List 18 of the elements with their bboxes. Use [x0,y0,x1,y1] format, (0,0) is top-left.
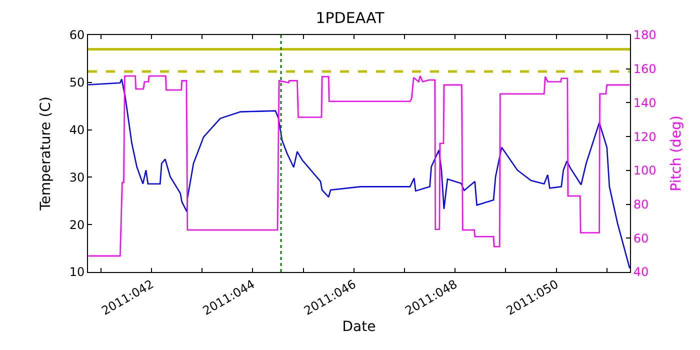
y2-tick-label: 80 [633,197,649,212]
y2-tick-label: 120 [633,130,656,144]
y-tick-label: 30 [69,170,85,184]
y2-tick-label: 180 [633,28,656,42]
y2-axis-title: Pitch (deg) [668,116,685,192]
x-axis-title: Date [342,319,376,336]
y-tick-label: 20 [69,218,85,232]
chart-title: 1PDEAAT [316,8,386,27]
y-axis-title: Temperature (C) [38,96,54,212]
y2-tick-label: 160 [633,62,656,76]
y2-tick-label: 60 [633,231,649,246]
y2-tick-label: 40 [633,265,649,280]
y2-tick-label: 100 [633,164,656,178]
y-tick-label: 50 [69,76,85,90]
y-tick-label: 60 [69,28,85,42]
y-tick-label: 10 [69,265,85,280]
y2-tick-label: 140 [633,96,656,110]
y-tick-label: 40 [69,123,85,137]
